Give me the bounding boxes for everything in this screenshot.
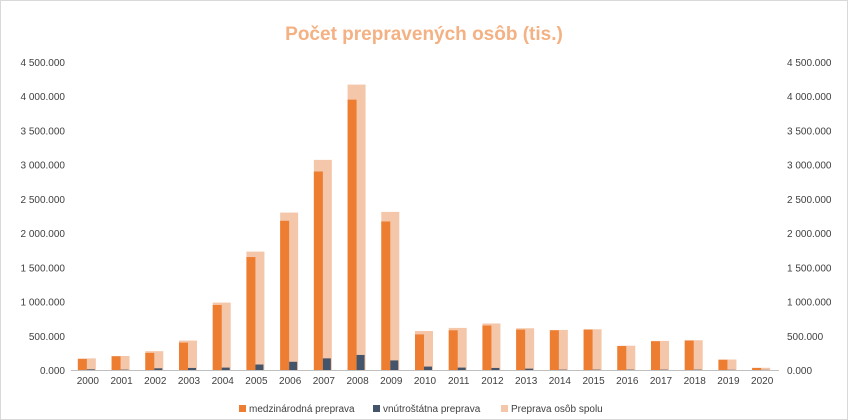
x-tick-label: 2017 xyxy=(650,376,673,387)
x-tick-label: 2006 xyxy=(279,376,302,387)
bar-domestic xyxy=(221,367,230,370)
bar-international xyxy=(347,99,357,371)
bar-domestic xyxy=(255,364,264,370)
bar-international xyxy=(381,221,391,370)
bar-domestic xyxy=(390,360,399,370)
y-tick-label-left: 4 000.000 xyxy=(21,92,66,103)
x-tick-label: 2009 xyxy=(380,376,403,387)
bar-international xyxy=(617,346,627,370)
y-tick-label-right: 500.000 xyxy=(787,332,824,343)
legend-label: medzinárodná preprava xyxy=(249,404,355,415)
x-tick-label: 2007 xyxy=(313,376,336,387)
bar-international xyxy=(111,356,121,370)
y-tick-label-right: 4 000.000 xyxy=(787,92,832,103)
x-tick-label: 2016 xyxy=(616,376,639,387)
y-tick-label-right: 2 500.000 xyxy=(787,195,832,206)
bar-international xyxy=(516,329,526,370)
y-tick-label-left: 2 000.000 xyxy=(21,229,66,240)
x-tick-label: 2015 xyxy=(582,376,605,387)
x-tick-label: 2020 xyxy=(751,376,774,387)
bar-domestic xyxy=(525,368,534,370)
bar-domestic xyxy=(86,369,95,370)
bar-international xyxy=(651,341,660,370)
y-tick-label-left: 1 000.000 xyxy=(21,298,66,309)
legend-swatch xyxy=(501,405,508,412)
bar-international xyxy=(583,329,593,370)
bar-domestic xyxy=(289,361,298,370)
y-axis-left: 0.000 500.000 1 000.000 1 500.000 2 000.000 2… xyxy=(21,58,66,377)
bar-international xyxy=(145,352,155,370)
y-tick-label-right: 1 000.000 xyxy=(787,298,832,309)
y-tick-label-left: 500.000 xyxy=(29,332,66,343)
bar-international xyxy=(718,359,728,370)
bar-domestic xyxy=(322,358,331,370)
bar-international xyxy=(313,171,323,370)
bars-group xyxy=(77,84,771,371)
bar-international xyxy=(415,334,424,370)
x-tick-label: 2014 xyxy=(549,376,572,387)
y-tick-label-left: 1 500.000 xyxy=(21,263,66,274)
legend-label: Preprava osôb spolu xyxy=(511,404,603,415)
y-axis-right: 0.000 500.000 1 000.000 1 500.000 2 000.000 2… xyxy=(787,58,832,377)
bar-domestic xyxy=(491,367,500,370)
x-tick-label: 2018 xyxy=(684,376,707,387)
bar-international xyxy=(684,340,694,370)
bar-international xyxy=(752,367,762,370)
x-axis: 2000 2001 2002 2003 2004 2005 2006 2007 2008 2009… xyxy=(77,376,774,387)
x-tick-label: 2013 xyxy=(515,376,538,387)
legend: medzinárodná preprava vnútroštátna prepra… xyxy=(239,404,603,415)
bar-international xyxy=(549,330,559,370)
bar-international xyxy=(77,359,87,370)
x-tick-label: 2001 xyxy=(110,376,133,387)
bar-international xyxy=(448,330,458,370)
bar-international xyxy=(179,342,188,370)
bar-domestic xyxy=(457,367,466,370)
x-tick-label: 2005 xyxy=(245,376,268,387)
bar-domestic xyxy=(356,354,365,370)
y-tick-label-left: 3 000.000 xyxy=(21,161,66,172)
x-tick-label: 2019 xyxy=(717,376,740,387)
x-tick-label: 2004 xyxy=(212,376,235,387)
bar-international xyxy=(280,220,290,370)
y-tick-label-left: 2 500.000 xyxy=(21,195,66,206)
x-tick-label: 2012 xyxy=(481,376,504,387)
bar-international xyxy=(482,325,492,370)
bar-domestic xyxy=(424,366,432,370)
y-tick-label-left: 4 500.000 xyxy=(21,58,66,69)
legend-swatch xyxy=(373,405,380,412)
y-tick-label-right: 1 500.000 xyxy=(787,263,832,274)
y-tick-label-right: 4 500.000 xyxy=(787,58,832,69)
y-tick-label-right: 3 000.000 xyxy=(787,161,832,172)
legend-label: vnútroštátna preprava xyxy=(383,404,481,415)
x-tick-label: 2011 xyxy=(448,376,470,387)
x-tick-label: 2000 xyxy=(77,376,100,387)
bar-international xyxy=(212,304,222,370)
chart-title: Počet prepravených osôb (tis.) xyxy=(285,24,563,45)
bar-international xyxy=(246,257,256,370)
x-tick-label: 2008 xyxy=(346,376,369,387)
y-tick-label-right: 2 000.000 xyxy=(787,229,832,240)
x-tick-label: 2003 xyxy=(178,376,201,387)
x-tick-label: 2010 xyxy=(414,376,437,387)
bar-domestic xyxy=(154,368,163,370)
y-tick-label-left: 0.000 xyxy=(40,366,65,377)
y-tick-label-left: 3 500.000 xyxy=(21,126,66,137)
y-tick-label-right: 3 500.000 xyxy=(787,126,832,137)
y-tick-label-right: 0.000 xyxy=(787,366,812,377)
legend-swatch xyxy=(239,405,246,412)
bar-domestic xyxy=(188,367,196,370)
x-tick-label: 2002 xyxy=(144,376,167,387)
